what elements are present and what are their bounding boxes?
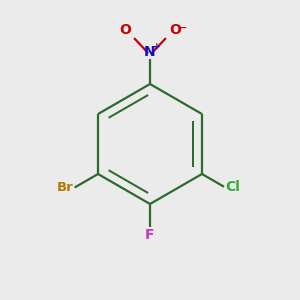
Text: O: O [119, 23, 131, 37]
Text: Br: Br [56, 181, 73, 194]
Text: Cl: Cl [226, 180, 240, 194]
Text: +: + [153, 42, 160, 51]
Text: −: − [179, 23, 187, 33]
Text: F: F [145, 228, 155, 242]
Text: N: N [144, 44, 156, 58]
Text: O: O [169, 23, 181, 37]
